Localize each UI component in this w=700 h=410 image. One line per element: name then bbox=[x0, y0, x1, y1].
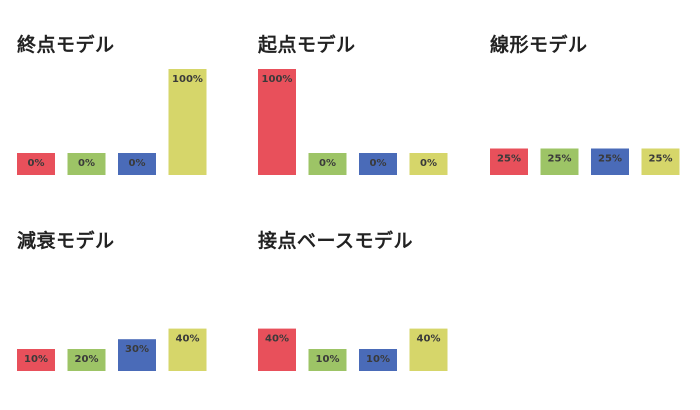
bar bbox=[409, 153, 448, 175]
bar-chart-last-touch: 0% 0% 0% 100% bbox=[17, 69, 207, 175]
bar-chart-linear: 25% 25% 25% 25% bbox=[490, 148, 680, 175]
bar bbox=[67, 349, 106, 371]
bar-value-label: 40% bbox=[176, 334, 200, 345]
bar-chart-position-based: 40% 10% 10% 40% bbox=[258, 328, 448, 371]
bar bbox=[359, 349, 397, 371]
chart-title: 起点モデル bbox=[258, 34, 356, 56]
bar bbox=[409, 328, 448, 371]
bar bbox=[17, 349, 55, 371]
bar-chart-time-decay: 10% 20% 30% 40% bbox=[17, 328, 207, 371]
bar bbox=[17, 153, 55, 175]
bar bbox=[168, 328, 207, 371]
chart-title: 減衰モデル bbox=[17, 230, 115, 252]
chart-title: 終点モデル bbox=[17, 34, 115, 56]
bar-value-label: 10% bbox=[316, 354, 340, 365]
bar-value-label: 25% bbox=[649, 154, 673, 165]
bar-value-label: 0% bbox=[370, 158, 387, 169]
bar-value-label: 40% bbox=[417, 334, 441, 345]
bar-value-label: 0% bbox=[420, 158, 437, 169]
bar-value-label: 10% bbox=[24, 354, 48, 365]
bar-value-label: 40% bbox=[265, 334, 289, 345]
bar-value-label: 25% bbox=[598, 154, 622, 165]
bar-value-label: 0% bbox=[129, 158, 146, 169]
bar bbox=[308, 153, 347, 175]
bar-chart-first-touch: 100% 0% 0% 0% bbox=[258, 69, 448, 175]
bar bbox=[67, 153, 106, 175]
bar bbox=[308, 349, 347, 371]
bar bbox=[258, 328, 296, 371]
bar-value-label: 100% bbox=[262, 74, 293, 85]
bar bbox=[118, 153, 156, 175]
bar-value-label: 100% bbox=[172, 74, 203, 85]
bar-value-label: 10% bbox=[366, 354, 390, 365]
bar bbox=[591, 148, 629, 175]
bar-value-label: 0% bbox=[319, 158, 336, 169]
bar bbox=[540, 148, 579, 175]
bar-value-label: 25% bbox=[497, 154, 521, 165]
bar-value-label: 25% bbox=[548, 154, 572, 165]
bar-value-label: 30% bbox=[125, 344, 149, 355]
chart-title: 線形モデル bbox=[490, 34, 588, 56]
bar bbox=[641, 148, 680, 175]
bar-value-label: 0% bbox=[78, 158, 95, 169]
chart-title: 接点ベースモデル bbox=[258, 230, 414, 252]
bar-value-label: 0% bbox=[28, 158, 45, 169]
bar bbox=[359, 153, 397, 175]
bar-value-label: 20% bbox=[75, 354, 99, 365]
bar bbox=[490, 148, 528, 175]
bar bbox=[258, 69, 296, 175]
bar bbox=[168, 69, 207, 175]
bar bbox=[118, 339, 156, 371]
